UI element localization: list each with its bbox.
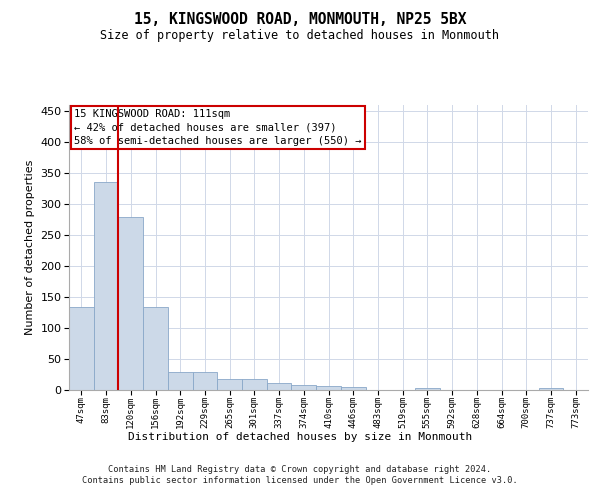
Text: Contains HM Land Registry data © Crown copyright and database right 2024.: Contains HM Land Registry data © Crown c… [109, 465, 491, 474]
Y-axis label: Number of detached properties: Number of detached properties [25, 160, 35, 335]
Bar [143, 307, 168, 390]
Text: Size of property relative to detached houses in Monmouth: Size of property relative to detached ho… [101, 29, 499, 42]
Bar [217, 380, 242, 390]
Text: 15 KINGSWOOD ROAD: 111sqm
← 42% of detached houses are smaller (397)
58% of semi: 15 KINGSWOOD ROAD: 111sqm ← 42% of detac… [74, 110, 362, 146]
Text: 15, KINGSWOOD ROAD, MONMOUTH, NP25 5BX: 15, KINGSWOOD ROAD, MONMOUTH, NP25 5BX [134, 12, 466, 28]
Text: Distribution of detached houses by size in Monmouth: Distribution of detached houses by size … [128, 432, 472, 442]
Bar [168, 372, 193, 390]
Bar [292, 385, 316, 390]
Bar [242, 380, 267, 390]
Bar [415, 388, 440, 390]
Bar [118, 216, 143, 390]
Bar [267, 383, 292, 390]
Bar [539, 388, 563, 390]
Bar [69, 307, 94, 390]
Bar [193, 372, 217, 390]
Bar [316, 386, 341, 390]
Text: Contains public sector information licensed under the Open Government Licence v3: Contains public sector information licen… [82, 476, 518, 485]
Bar [341, 387, 365, 390]
Bar [94, 182, 118, 390]
